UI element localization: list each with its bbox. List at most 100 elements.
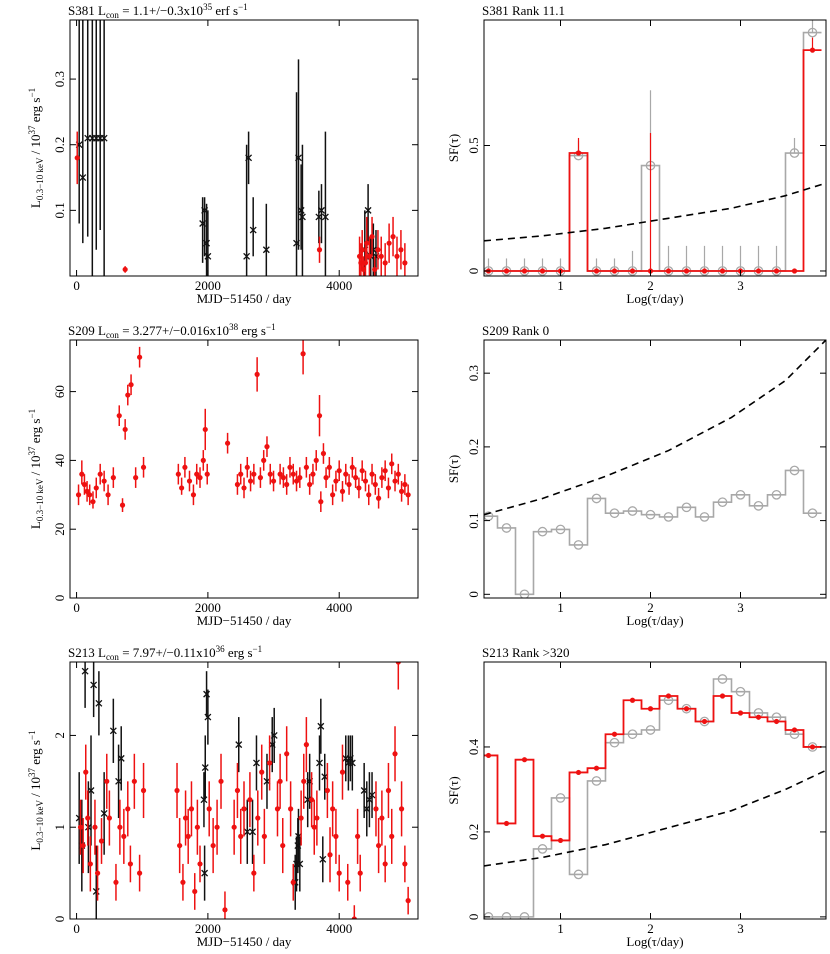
title-symbol: con <box>106 652 119 662</box>
data-point <box>241 806 247 812</box>
title-title_unitexp: −1 <box>238 2 248 12</box>
sf-point <box>593 268 600 274</box>
text-part: / 10 <box>28 455 43 478</box>
data-point <box>83 769 89 775</box>
text-part: 0.3 <box>52 71 67 87</box>
data-point <box>372 481 378 488</box>
data-point <box>290 471 296 477</box>
data-point <box>77 824 84 830</box>
sf-point <box>573 540 584 550</box>
data-point <box>264 444 270 450</box>
sf-point <box>683 268 690 274</box>
chart-title: S209 Lcon = 3.277+/−0.016x1038 erg s−1 <box>68 322 276 340</box>
x-axis-label: Log(τ/day) <box>626 934 683 949</box>
upper-limit-marker <box>318 206 325 214</box>
plot-area <box>74 20 408 276</box>
y-tick-label: 60 <box>52 385 67 398</box>
sf-point <box>771 489 782 500</box>
data-point <box>398 806 405 812</box>
sf-point <box>575 769 582 776</box>
text-part: SF(τ) <box>446 455 461 483</box>
data-point <box>307 481 313 488</box>
title-symbol: con <box>106 330 119 340</box>
data-point <box>251 870 257 876</box>
y-axis-label: SF(τ) <box>446 776 461 804</box>
text-part: MJD−51450 / day <box>197 291 292 306</box>
sf-point <box>645 509 656 520</box>
upper-limit-marker <box>109 727 117 735</box>
text-part: 4000 <box>326 278 352 293</box>
data-point <box>247 478 254 484</box>
data-point <box>378 253 384 259</box>
sf_s381-chart: 1 2 3 0 0.5 Log(τ/day) SF(τ) S381 Rank 11.1 <box>446 3 827 306</box>
data-point <box>137 354 143 360</box>
x-tick-label: 1 <box>557 921 564 936</box>
upper-limit-marker <box>270 731 278 739</box>
data-point <box>218 778 224 784</box>
data-point <box>351 916 357 919</box>
text-part: Log(τ/day) <box>626 613 683 628</box>
sf-point <box>717 674 728 684</box>
chart-title: S213 Lcon = 7.97+/−0.11x1036 erg s−1 <box>68 644 262 662</box>
data-point <box>280 475 286 481</box>
data-point <box>81 481 88 488</box>
data-point <box>185 833 191 839</box>
data-point <box>179 485 185 491</box>
plot-frame <box>69 339 419 599</box>
data-point <box>202 426 208 433</box>
data-point <box>336 468 342 474</box>
data-point <box>402 861 408 867</box>
text-part: erg s <box>28 97 43 125</box>
data-point <box>87 861 93 867</box>
plot-frame <box>69 661 419 920</box>
data-point <box>259 769 265 775</box>
sf-point <box>627 506 638 516</box>
data-point <box>206 806 212 812</box>
y-tick-label: 0 <box>466 591 481 598</box>
data-point <box>79 471 85 477</box>
data-point <box>395 662 401 665</box>
text-part: 4000 <box>326 921 352 936</box>
text-part: 0 <box>466 914 481 921</box>
x-tick-label: 1 <box>557 278 564 293</box>
data-point <box>194 471 200 477</box>
upper-limit-marker <box>201 869 209 877</box>
text-part: 60 <box>52 385 67 398</box>
data-point <box>297 475 303 481</box>
data-point <box>382 861 388 867</box>
sf-point <box>593 765 600 771</box>
data-point <box>182 464 188 470</box>
text-part: 0.1 <box>52 202 67 218</box>
x-tick-label: 2 <box>647 921 654 936</box>
data-point <box>336 870 342 876</box>
data-point <box>204 471 210 477</box>
plot-frame <box>483 19 827 277</box>
x-tick-label: 3 <box>737 921 744 936</box>
data-point <box>192 888 198 895</box>
sf-point <box>683 706 690 712</box>
text-part: 0 <box>73 921 80 936</box>
text-part: 0.2 <box>466 824 481 840</box>
sf-point <box>735 686 746 697</box>
x-tick-label: 3 <box>737 278 744 293</box>
chart-title: S209 Rank 0 <box>482 323 549 338</box>
text-part: erg s <box>28 740 43 768</box>
data-point <box>339 769 346 775</box>
data-point <box>255 815 261 821</box>
data-point <box>98 838 105 844</box>
sf-point <box>485 752 492 759</box>
data-point <box>238 833 244 839</box>
data-point <box>214 824 220 830</box>
upper-limit-marker <box>245 154 253 162</box>
chart-title: S381 Lcon = 1.1+/−0.3x1035 erf s−1 <box>68 2 248 20</box>
text-part: 2000 <box>195 278 221 293</box>
text-part: 37 <box>27 125 37 135</box>
data-point <box>390 234 396 240</box>
upper-limit-marker <box>253 759 260 767</box>
data-point <box>277 471 283 477</box>
x-tick-label: 4000 <box>326 278 352 293</box>
sf-point <box>719 693 726 699</box>
upper-limit-marker <box>295 154 302 162</box>
data-point <box>104 778 110 784</box>
